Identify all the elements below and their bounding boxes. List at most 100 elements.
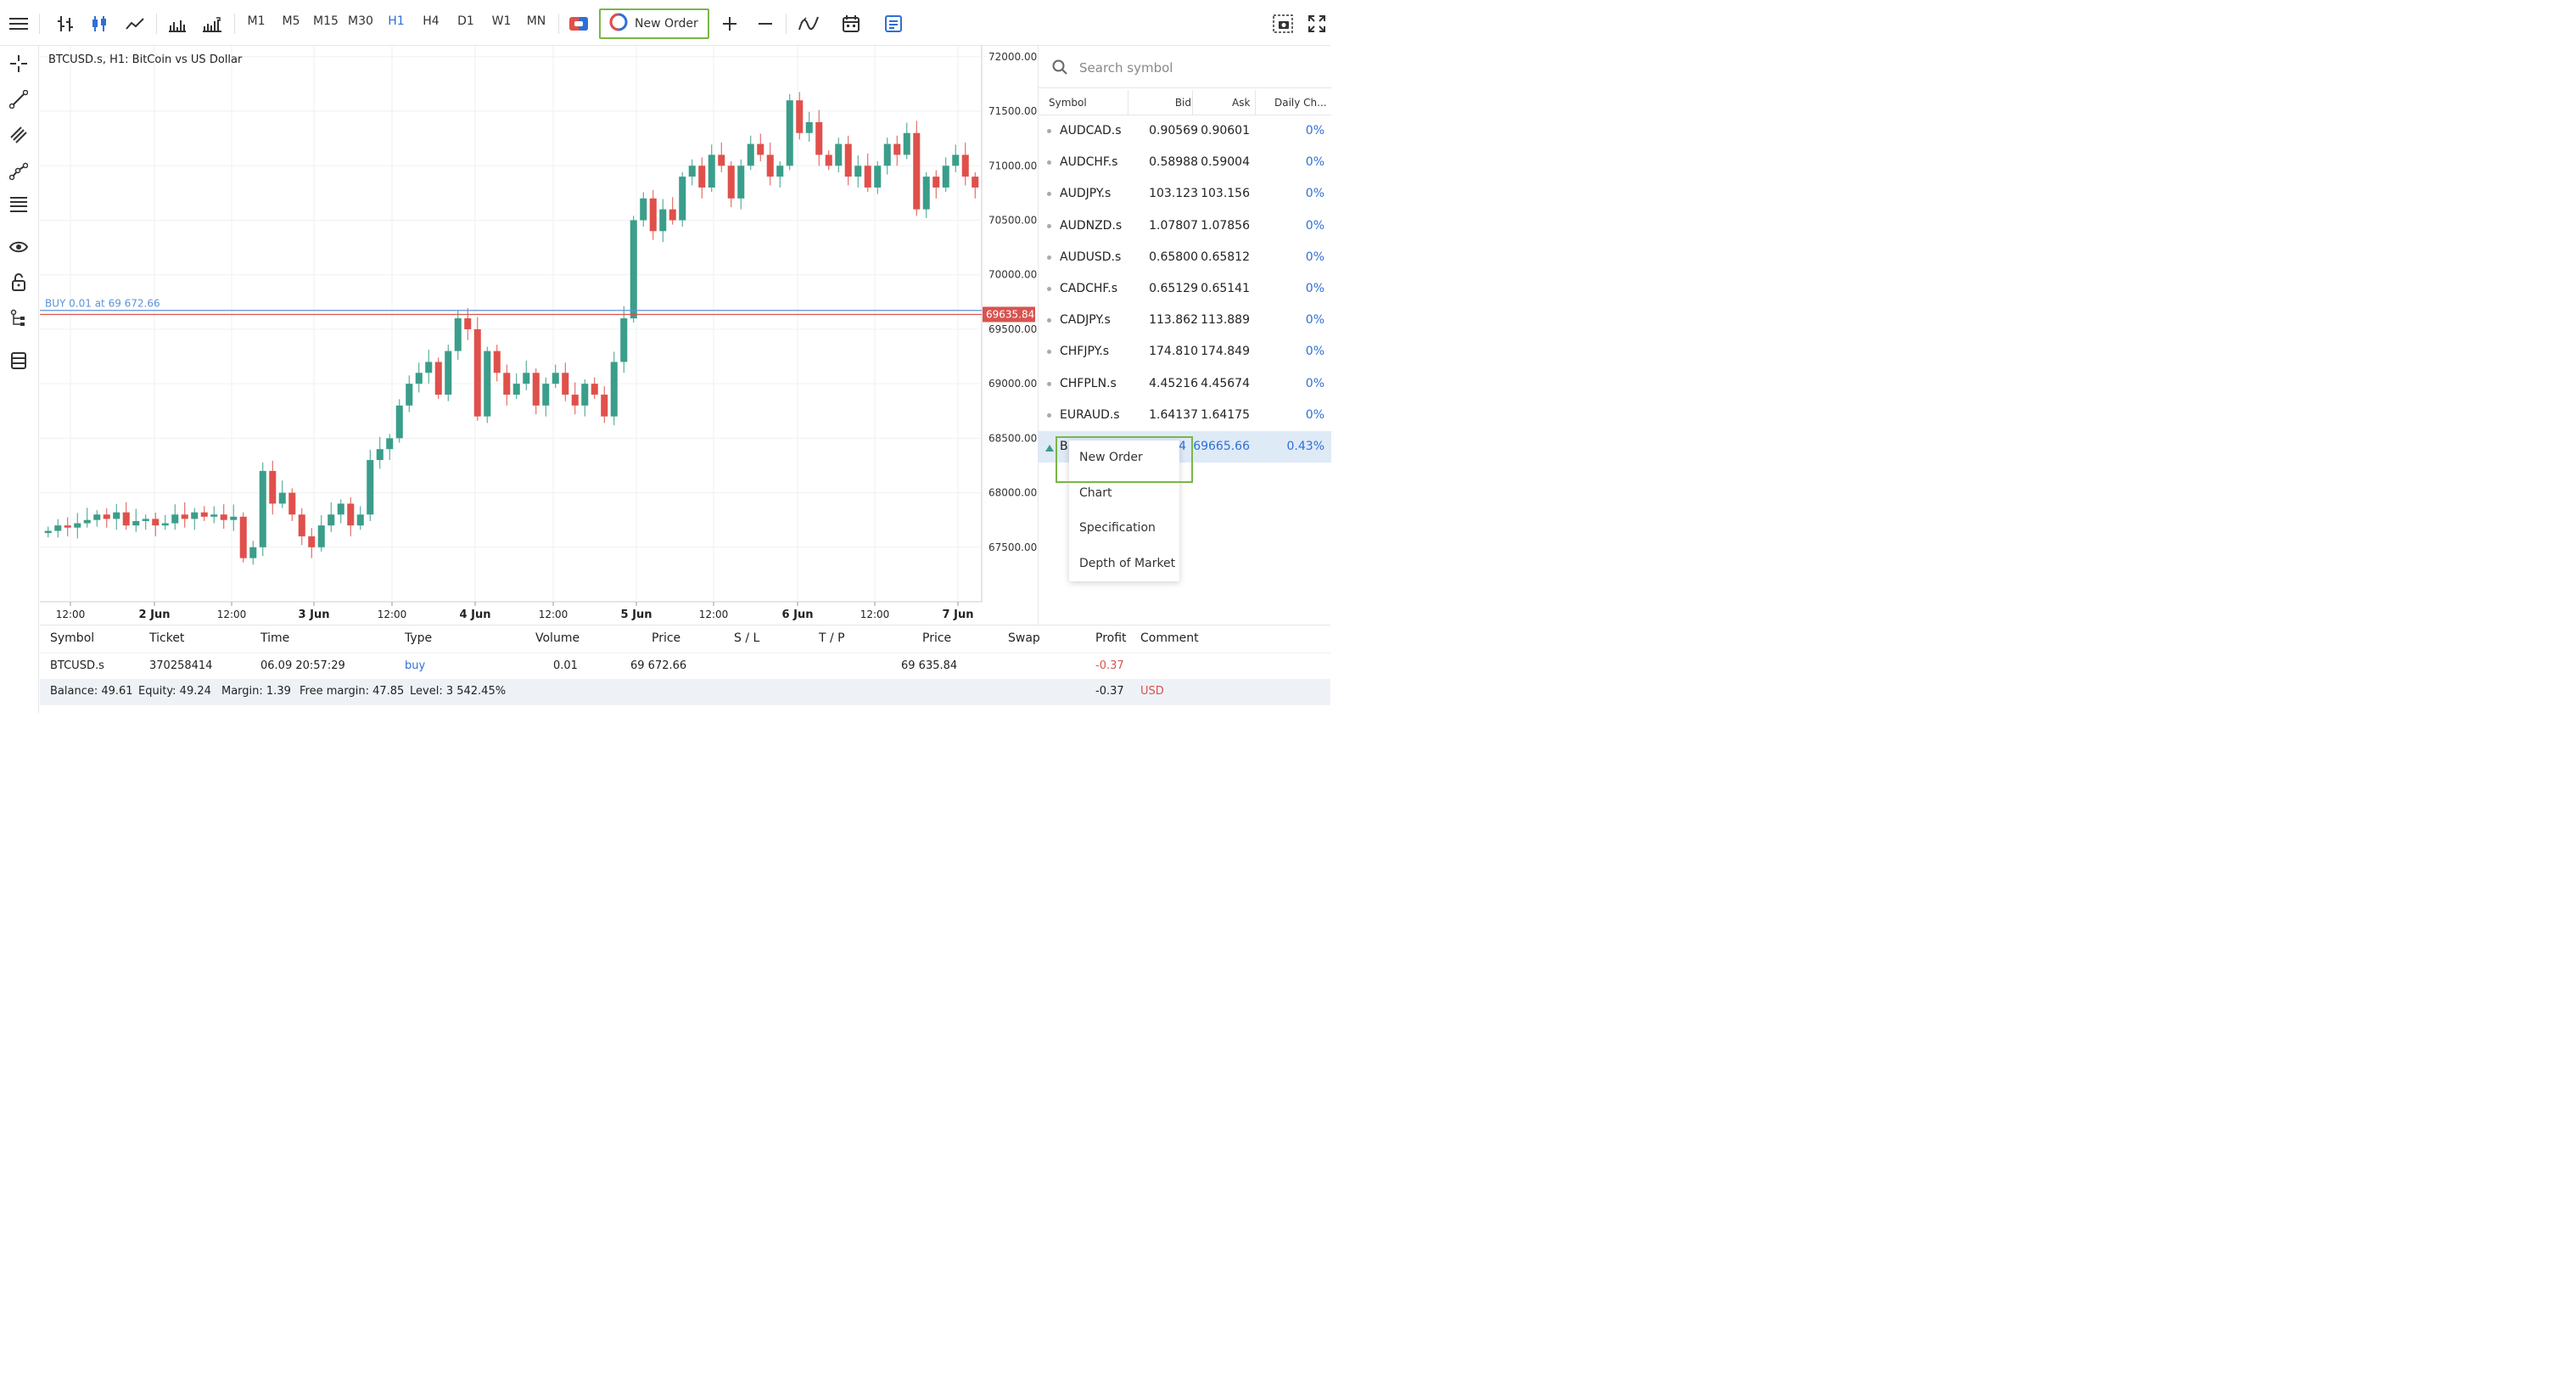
column-symbol[interactable]: Symbol <box>1049 97 1087 109</box>
fibonacci-icon[interactable] <box>8 194 30 216</box>
menu-item-new-order[interactable]: New Order <box>1079 451 1143 464</box>
position-row[interactable]: BTCUSD.s 370258414 06.09 20:57:29 buy 0.… <box>40 653 1330 679</box>
menu-item-specification[interactable]: Specification <box>1079 521 1156 535</box>
market-row-audjpy-s[interactable]: AUDJPY.s 103.123 103.156 0% <box>1039 178 1331 210</box>
zoom-out-icon[interactable] <box>753 8 777 39</box>
market-row-audnzd-s[interactable]: AUDNZD.s 1.07807 1.07856 0% <box>1039 210 1331 242</box>
margin-value: Margin: 1.39 <box>221 685 291 698</box>
market-row-chfjpy-s[interactable]: CHFJPY.s 174.810 174.849 0% <box>1039 336 1331 367</box>
search-icon <box>1052 59 1067 78</box>
col-swap[interactable]: Swap <box>1008 631 1040 645</box>
candle-body <box>640 198 647 221</box>
timeframe-h4[interactable]: H4 <box>423 14 440 28</box>
status-dot-icon <box>1047 412 1051 418</box>
timeframe-m30[interactable]: M30 <box>348 14 373 28</box>
new-order-button[interactable]: New Order <box>599 8 709 39</box>
col-tp[interactable]: T / P <box>819 631 845 645</box>
candle-body <box>512 384 520 395</box>
position-price: 69 672.66 <box>630 659 687 672</box>
candle-body <box>864 165 871 188</box>
positions-panel: Symbol Ticket Time Type Volume Price S /… <box>40 625 1330 713</box>
timeframe-m15[interactable]: M15 <box>313 14 339 28</box>
col-type[interactable]: Type <box>405 631 433 645</box>
screenshot-icon[interactable] <box>1269 8 1296 39</box>
volume-icon[interactable] <box>166 8 188 39</box>
line-chart-type-icon[interactable] <box>122 8 148 39</box>
row-symbol: AUDCAD.s <box>1060 124 1122 137</box>
col-comment[interactable]: Comment <box>1140 631 1199 645</box>
price-chart[interactable]: BUY 0.01 at 69 672.66 69635.84 72000.00 71… <box>40 46 1038 625</box>
candle-body <box>737 165 745 199</box>
candle-body <box>103 514 110 519</box>
column-daily-change[interactable]: Daily Ch... <box>1274 97 1327 109</box>
column-bid[interactable]: Bid <box>1174 97 1191 109</box>
layers-icon[interactable] <box>8 350 30 372</box>
timeframe-mn[interactable]: MN <box>526 14 546 28</box>
timeframe-h1[interactable]: H1 <box>388 14 405 28</box>
col-current-price[interactable]: Price <box>922 631 952 645</box>
candle-body <box>259 470 266 547</box>
polyline-icon[interactable] <box>8 160 30 182</box>
col-time[interactable]: Time <box>260 631 290 645</box>
time-tick-label: 5 Jun <box>621 609 652 621</box>
menu-item-chart[interactable]: Chart <box>1079 486 1112 500</box>
status-dot-icon <box>1047 287 1051 291</box>
market-row-cadjpy-s[interactable]: CADJPY.s 113.862 113.889 0% <box>1039 305 1331 336</box>
col-price[interactable]: Price <box>652 631 681 645</box>
status-dot-icon <box>1047 381 1051 386</box>
candle-body <box>269 470 277 504</box>
indicator-wave-icon[interactable] <box>796 8 821 39</box>
position-profit: -0.37 <box>1095 659 1124 672</box>
row-bid: 1.07807 <box>1149 218 1198 233</box>
col-ticket[interactable]: Ticket <box>149 631 185 645</box>
lock-icon[interactable] <box>8 272 30 294</box>
search-symbol-input[interactable] <box>1079 57 1317 79</box>
market-row-chfpln-s[interactable]: CHFPLN.s 4.45216 4.45674 0% <box>1039 368 1331 400</box>
current-price-badge <box>983 306 1035 323</box>
market-row-audcad-s[interactable]: AUDCAD.s 0.90569 0.90601 0% <box>1039 115 1331 147</box>
eye-icon[interactable] <box>8 236 30 258</box>
trade-history-icon[interactable] <box>881 8 906 39</box>
timeframe-w1[interactable]: W1 <box>491 14 512 28</box>
row-ask: 103.156 <box>1201 187 1250 201</box>
col-symbol[interactable]: Symbol <box>50 631 95 645</box>
market-row-euraud-s[interactable]: EURAUD.s 1.64137 1.64175 0% <box>1039 400 1331 431</box>
one-click-trading-icon[interactable] <box>567 8 591 39</box>
free-margin-value: Free margin: 47.85 <box>300 685 405 698</box>
symbol-context-menu: New Order Chart Specification Depth of M… <box>1069 440 1179 581</box>
candle-body <box>454 318 462 351</box>
timeframe-m5[interactable]: M5 <box>282 14 300 28</box>
drawing-tools-panel <box>0 46 39 713</box>
candle-body <box>815 121 823 155</box>
calendar-icon[interactable] <box>838 8 864 39</box>
candle-body <box>132 520 140 526</box>
current-price-label: 69635.84 <box>986 308 1034 320</box>
candlestick-chart-type-icon[interactable] <box>87 8 112 39</box>
market-row-audchf-s[interactable]: AUDCHF.s 0.58988 0.59004 0% <box>1039 147 1331 178</box>
market-row-audusd-s[interactable]: AUDUSD.s 0.65800 0.65812 0% <box>1039 242 1331 273</box>
column-ask[interactable]: Ask <box>1232 97 1251 109</box>
candle-body <box>796 100 804 133</box>
row-change: 0% <box>1305 282 1324 295</box>
object-tree-icon[interactable] <box>8 307 30 329</box>
menu-icon[interactable] <box>5 8 32 39</box>
bar-chart-type-icon[interactable] <box>53 8 78 39</box>
candle-body <box>757 143 764 155</box>
menu-item-depth-of-market[interactable]: Depth of Market <box>1079 557 1176 570</box>
status-dot-icon <box>1047 255 1051 260</box>
timeframe-d1[interactable]: D1 <box>457 14 474 28</box>
timeframe-m1[interactable]: M1 <box>247 14 266 28</box>
row-symbol: CHFJPY.s <box>1060 345 1110 359</box>
channel-icon[interactable] <box>8 124 30 146</box>
fullscreen-icon[interactable] <box>1305 8 1329 39</box>
crosshair-icon[interactable] <box>8 53 30 75</box>
row-change: 0% <box>1305 345 1324 359</box>
zoom-in-icon[interactable] <box>718 8 742 39</box>
indicators-icon[interactable] <box>200 8 224 39</box>
col-sl[interactable]: S / L <box>734 631 760 645</box>
candle-body <box>64 525 71 528</box>
col-volume[interactable]: Volume <box>535 631 580 645</box>
market-row-cadchf-s[interactable]: CADCHF.s 0.65129 0.65141 0% <box>1039 273 1331 305</box>
trend-line-icon[interactable] <box>8 88 30 110</box>
col-profit[interactable]: Profit <box>1095 631 1127 645</box>
